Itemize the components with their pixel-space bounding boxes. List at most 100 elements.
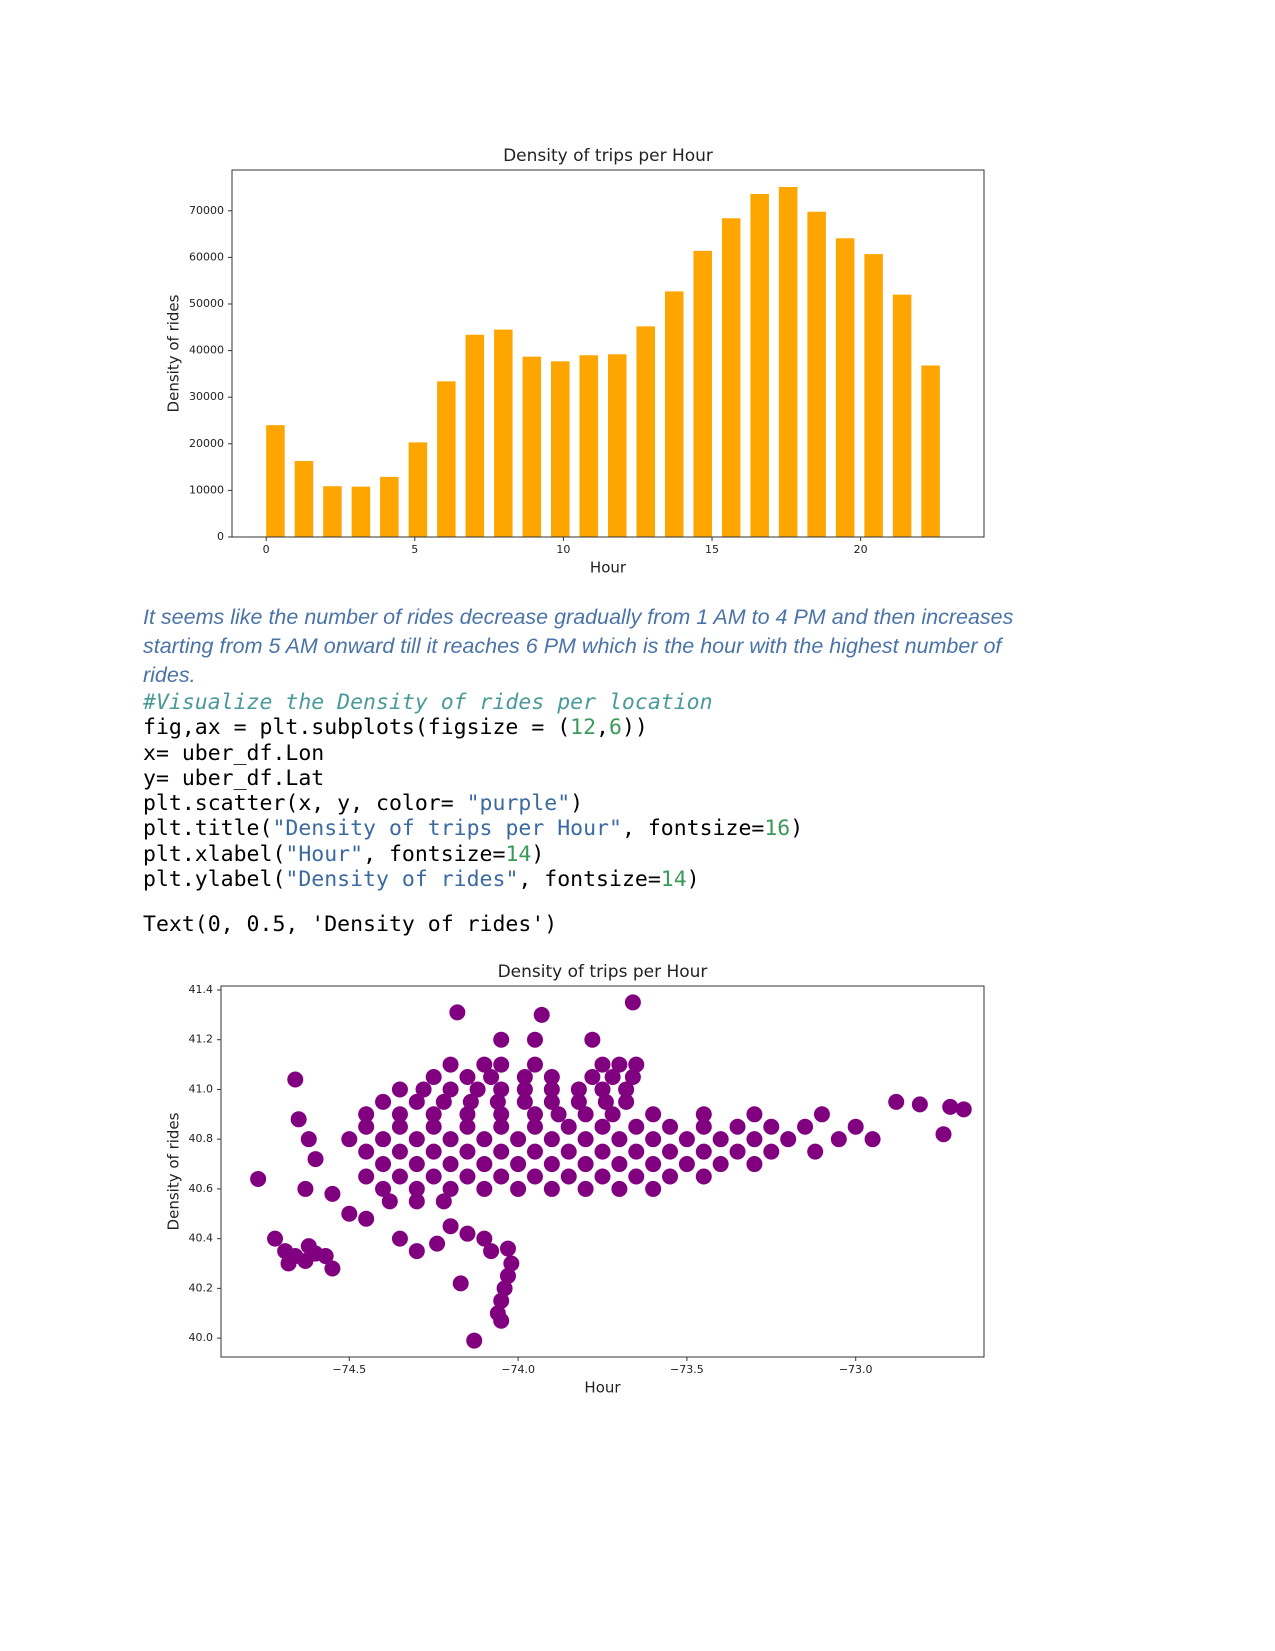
scatter-point — [469, 1081, 486, 1098]
y-tick-label: 70000 — [189, 204, 224, 217]
scatter-point — [459, 1225, 476, 1242]
scatter-point — [611, 1056, 628, 1073]
scatter-point — [611, 1180, 628, 1197]
scatter-point — [533, 1006, 550, 1023]
scatter-point — [543, 1156, 560, 1173]
scatter-point — [375, 1131, 392, 1148]
scatter-point — [624, 1069, 641, 1086]
bar — [323, 486, 342, 537]
code-token: ) — [790, 816, 804, 842]
scatter-point — [300, 1238, 317, 1255]
scatter-point — [560, 1143, 577, 1160]
scatter-point — [358, 1143, 375, 1160]
scatter-point — [250, 1170, 267, 1187]
scatter-point — [493, 1031, 510, 1048]
scatter-point — [462, 1093, 479, 1110]
scatter-point — [611, 1156, 628, 1173]
scatter-point — [408, 1193, 425, 1210]
scatter-point — [300, 1131, 317, 1148]
scatter-point — [618, 1081, 635, 1098]
scatter-point — [570, 1093, 587, 1110]
scatter-point — [341, 1205, 358, 1222]
scatter-point — [584, 1069, 601, 1086]
code-token: fig,ax = plt.subplots(figsize = ( — [143, 715, 571, 741]
scatter-point — [381, 1193, 398, 1210]
chart-title: Density of trips per Hour — [503, 146, 713, 166]
scatter-point — [459, 1118, 476, 1135]
y-tick-label: 10000 — [189, 483, 224, 496]
x-tick-label: −73.5 — [670, 1363, 704, 1376]
y-tick-label: 40.0 — [189, 1331, 214, 1344]
scatter-point — [429, 1235, 446, 1252]
bar — [551, 361, 570, 537]
scatter-point — [577, 1131, 594, 1148]
x-tick-label: 10 — [556, 543, 570, 556]
scatter-point — [476, 1056, 493, 1073]
scatter-point — [712, 1131, 729, 1148]
scatter-point — [955, 1101, 972, 1118]
scatter-point — [375, 1180, 392, 1197]
bar — [721, 218, 741, 537]
scatter-point — [483, 1069, 500, 1086]
scatter-point — [499, 1267, 516, 1284]
bar — [807, 211, 826, 537]
scatter-point — [526, 1056, 543, 1073]
scatter-point — [628, 1056, 645, 1073]
bar — [664, 291, 684, 537]
scatter-point — [449, 1004, 466, 1021]
scatter-point — [628, 1143, 645, 1160]
scatter-point — [516, 1081, 533, 1098]
scatter-point — [864, 1131, 881, 1148]
scatter-point — [324, 1260, 341, 1277]
scatter-point — [746, 1156, 763, 1173]
scatter-point — [746, 1106, 763, 1123]
cell-output: Text(0, 0.5, 'Density of rides') — [143, 912, 558, 937]
scatter-point — [476, 1131, 493, 1148]
scatter-point — [415, 1081, 432, 1098]
scatter-point — [570, 1081, 587, 1098]
y-tick-label: 50000 — [189, 297, 224, 310]
code-token: "Density of rides" — [285, 867, 519, 893]
x-axis-label: Hour — [590, 559, 627, 577]
code-token: x= uber_df.Lon — [143, 740, 325, 766]
scatter-point — [594, 1081, 611, 1098]
bar — [494, 329, 513, 537]
y-tick-label: 40.2 — [189, 1281, 214, 1294]
bar — [437, 381, 456, 537]
scatter-point — [493, 1143, 510, 1160]
scatter-point — [324, 1185, 341, 1202]
note: It seems like the number of rides decrea… — [143, 605, 1014, 687]
scatter-point — [499, 1240, 516, 1257]
scatter-point — [780, 1131, 797, 1148]
scatter-point — [526, 1031, 543, 1048]
scatter-point — [317, 1248, 334, 1265]
scatter-point — [510, 1131, 527, 1148]
scatter-point — [584, 1031, 601, 1048]
scatter-point — [307, 1151, 324, 1168]
code-token: 14 — [505, 841, 532, 867]
code-token: ) — [570, 791, 584, 817]
code-token: ) — [686, 867, 700, 893]
scatter-point — [459, 1069, 476, 1086]
scatter-point — [466, 1332, 483, 1349]
scatter-point — [911, 1096, 928, 1113]
bar — [892, 294, 912, 537]
scatter-point — [341, 1131, 358, 1148]
x-tick-label: −73.0 — [839, 1363, 873, 1376]
scatter-point — [888, 1093, 905, 1110]
scatter-point — [287, 1071, 304, 1088]
scatter-point — [678, 1131, 695, 1148]
scatter-point — [543, 1131, 560, 1148]
scatter-point — [425, 1118, 442, 1135]
code-token: "purple" — [466, 791, 571, 817]
scatter-point — [267, 1230, 284, 1247]
scatter-point — [645, 1106, 662, 1123]
y-tick-label: 40.6 — [189, 1182, 214, 1195]
scatter-point — [391, 1168, 408, 1185]
bar — [465, 334, 485, 537]
bar — [522, 356, 542, 537]
bar — [408, 442, 428, 537]
code-token: ) — [531, 841, 545, 867]
scatter-point — [624, 994, 641, 1011]
